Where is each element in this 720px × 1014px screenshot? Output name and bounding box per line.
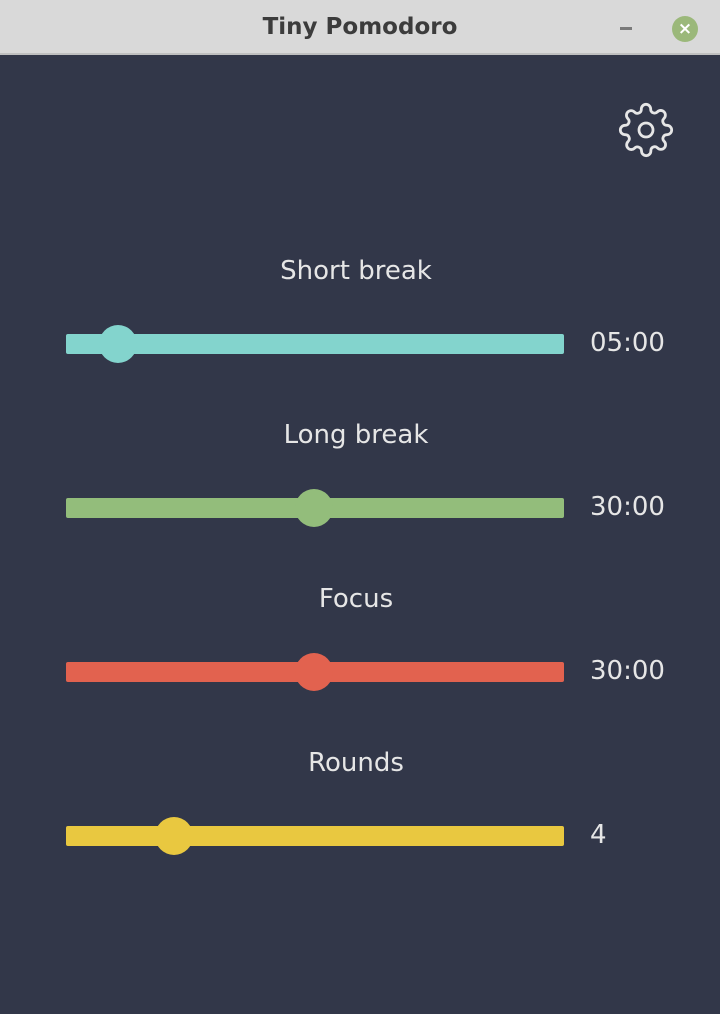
rounds-slider-thumb[interactable] bbox=[155, 817, 194, 855]
rounds-slider[interactable] bbox=[66, 817, 564, 855]
short-break-label: Short break bbox=[280, 256, 432, 286]
focus-slider[interactable] bbox=[66, 653, 564, 691]
close-icon[interactable]: × bbox=[672, 16, 698, 42]
long-break-label: Long break bbox=[283, 420, 429, 450]
short-break-slider-thumb[interactable] bbox=[98, 325, 137, 363]
title-bar: Tiny Pomodoro × bbox=[0, 0, 720, 55]
long-break-slider[interactable] bbox=[66, 489, 564, 527]
rounds-value: 4 bbox=[590, 820, 607, 850]
focus-value: 30:00 bbox=[590, 656, 665, 686]
long-break-value: 30:00 bbox=[590, 492, 665, 522]
focus-label: Focus bbox=[318, 584, 394, 614]
short-break-value: 05:00 bbox=[590, 328, 665, 358]
focus-slider-thumb[interactable] bbox=[295, 653, 333, 691]
gear-icon[interactable] bbox=[618, 102, 674, 158]
long-break-slider-thumb[interactable] bbox=[295, 489, 333, 527]
window-title: Tiny Pomodoro bbox=[262, 14, 458, 40]
minimize-icon[interactable] bbox=[620, 27, 632, 30]
rounds-label: Rounds bbox=[308, 748, 404, 778]
short-break-slider[interactable] bbox=[66, 325, 564, 363]
